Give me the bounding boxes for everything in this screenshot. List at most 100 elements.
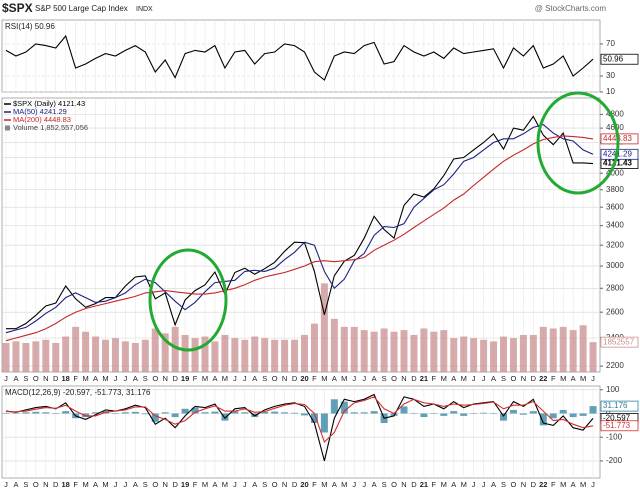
x-tick-label: S [501,480,506,489]
x-tick-label: D [531,374,537,383]
last-value-box [600,400,639,412]
bar [320,283,328,372]
last-value-box [600,420,639,432]
bar [450,411,458,414]
x-tick-label: A [13,374,18,383]
x-tick-label: O [272,480,278,489]
panel-frame [1,385,601,479]
bar [211,341,219,372]
bar [171,413,179,418]
legend-entry: MA(50) 4241.29 [13,107,67,116]
x-tick-label: J [114,374,118,383]
index-name: S&P 500 Large Cap Index [35,4,128,13]
x-tick-label: A [491,374,496,383]
bar [62,336,70,372]
bar [2,413,10,414]
x-tick-label: A [491,480,496,489]
x-tick-label: J [233,480,237,489]
y-tick-label: 100 [606,385,620,394]
bar [390,331,398,372]
bar [440,330,448,372]
y-tick-label: 2600 [606,307,624,316]
bar [111,413,119,415]
x-tick-label: J [114,480,118,489]
bar [450,338,458,372]
last-value-label: 50.96 [603,54,624,63]
x-tick-label: M [441,480,447,489]
bar [430,331,438,372]
bar [141,413,149,415]
bar [271,339,279,372]
bar [579,325,587,372]
bar [310,413,318,423]
x-tick-label: A [212,480,217,489]
bar [141,339,149,372]
bar [291,412,299,414]
bar [32,411,40,414]
x-tick-label: A [451,480,456,489]
x-tick-label: M [102,374,108,383]
x-tick-label: A [133,374,138,383]
bar [549,413,557,419]
x-tick-label: O [391,374,397,383]
y-tick-label: 3400 [606,221,624,230]
y-tick-label: 10 [606,87,615,96]
bar [62,411,70,414]
x-tick-label: 21 [420,374,428,383]
bar [480,339,488,372]
bar [470,413,478,414]
x-tick-label: M [580,374,586,383]
bar [52,413,60,415]
x-tick-label: F [312,374,317,383]
x-tick-label: F [551,374,556,383]
x-tick-label: A [252,480,257,489]
bar [490,341,498,372]
x-tick-label: 18 [62,374,70,383]
x-tick-label: D [292,480,298,489]
bar [201,336,209,372]
x-tick-label: F [73,480,78,489]
x-tick-label: A [451,374,456,383]
bar [360,330,368,372]
x-tick-label: M [202,374,208,383]
bar [82,413,90,418]
x-tick-label: D [292,374,298,383]
x-tick-label: J [352,374,356,383]
bar [529,334,537,372]
x-tick-label: O [272,374,278,383]
x-tick-label: 22 [539,480,547,489]
x-tick-label: M [461,480,467,489]
x-tick-label: N [401,374,406,383]
x-tick-label: O [33,374,39,383]
x-tick-label: S [23,480,28,489]
bar [161,333,169,372]
x-tick-label: O [33,480,39,489]
symbol: $SPX [2,1,33,15]
bar [579,413,587,416]
bar [350,412,358,414]
bar [22,412,30,414]
bar [350,326,358,372]
x-tick-label: M [580,480,586,489]
bar [509,338,517,372]
bar [131,342,139,372]
x-tick-label: N [43,374,48,383]
x-tick-label: J [233,374,237,383]
bar [569,413,577,418]
x-tick-label: 20 [300,374,308,383]
x-tick-label: A [212,374,217,383]
x-tick-label: J [362,480,366,489]
x-tick-label: J [482,374,486,383]
bar [380,328,388,372]
y-tick-label: 3600 [606,202,624,211]
x-tick-label: F [73,374,78,383]
x-tick-label: M [341,480,347,489]
bar [271,411,279,414]
x-tick-label: O [391,480,397,489]
x-tick-label: N [162,374,167,383]
x-tick-label: M [461,374,467,383]
series-line [5,34,594,81]
x-tick-label: 20 [300,480,308,489]
x-tick-label: J [362,374,366,383]
x-tick-label: 18 [62,480,70,489]
